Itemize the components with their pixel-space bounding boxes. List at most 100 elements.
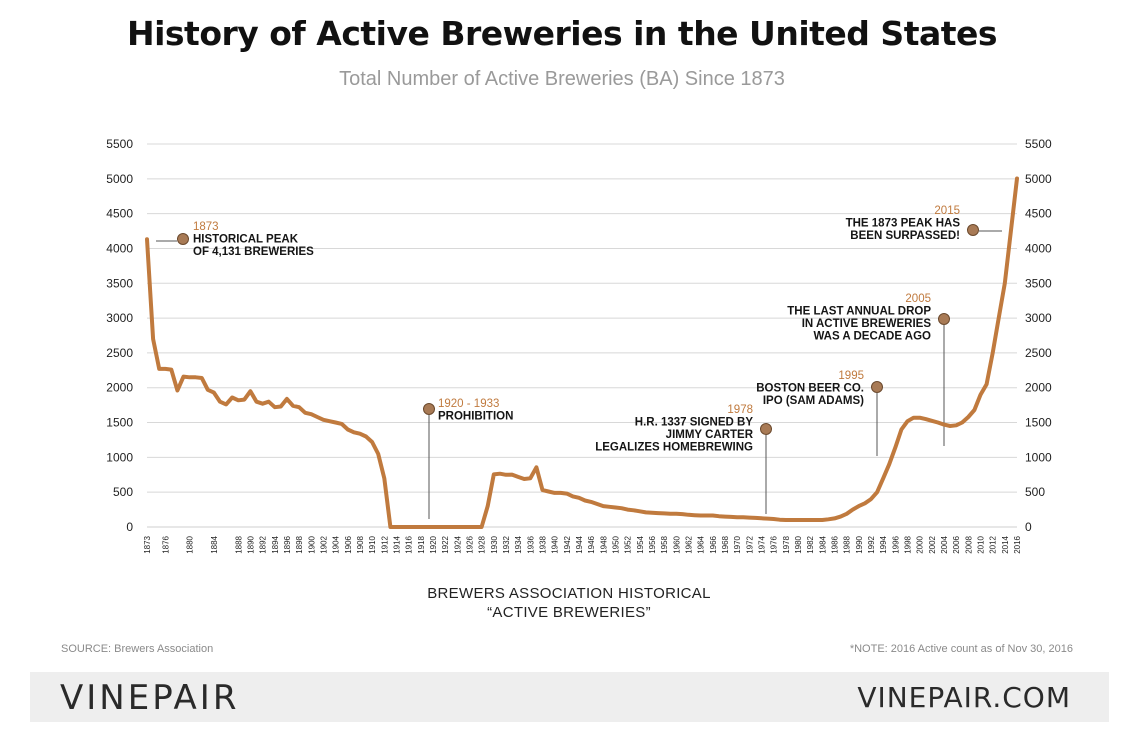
y-tick-right-2500: 2500: [1025, 346, 1052, 360]
annotation-text-2-1: JIMMY CARTER: [666, 429, 754, 441]
y-tick-right-5000: 5000: [1025, 172, 1052, 186]
x-tick-2012: 2012: [989, 535, 998, 553]
y-tick-left-5500: 5500: [106, 137, 133, 151]
x-tick-1982: 1982: [806, 535, 815, 553]
annotation-leader-lines: [156, 230, 1002, 519]
annotation-text-1-0: PROHIBITION: [438, 411, 513, 423]
y-tick-left-1000: 1000: [106, 450, 133, 464]
x-tick-1992: 1992: [867, 535, 876, 553]
x-tick-1930: 1930: [490, 535, 499, 553]
x-tick-1964: 1964: [697, 535, 706, 553]
footer-bar: VINEPAIR VINEPAIR.COM: [30, 672, 1109, 722]
chart-subtitle: Total Number of Active Breweries (BA) Si…: [339, 68, 785, 90]
x-tick-1980: 1980: [794, 535, 803, 553]
series-line-active-breweries: [145, 176, 1019, 529]
x-tick-2002: 2002: [928, 535, 937, 553]
x-tick-1920: 1920: [429, 535, 438, 553]
x-tick-1892: 1892: [259, 535, 268, 553]
y-tick-right-3000: 3000: [1025, 311, 1052, 325]
x-tick-2004: 2004: [940, 535, 949, 553]
annotation-year-3: 1995: [838, 370, 864, 382]
x-tick-1978: 1978: [782, 535, 791, 553]
y-tick-left-4000: 4000: [106, 241, 133, 255]
annotation-year-1: 1920 - 1933: [438, 398, 499, 410]
x-tick-1890: 1890: [246, 535, 255, 553]
y-tick-left-1500: 1500: [106, 416, 133, 430]
annotation-text-5-0: THE 1873 PEAK HAS: [846, 218, 961, 230]
line-chart: 0500100015002000250030003500400045005000…: [106, 137, 1052, 554]
x-tick-2006: 2006: [952, 535, 961, 553]
x-tick-1948: 1948: [599, 535, 608, 553]
x-tick-1994: 1994: [879, 535, 888, 553]
annotation-text-4-0: THE LAST ANNUAL DROP: [787, 306, 931, 318]
y-tick-right-1500: 1500: [1025, 416, 1052, 430]
x-tick-1928: 1928: [478, 535, 487, 553]
annotation-text-0-1: OF 4,131 BREWERIES: [193, 246, 314, 258]
source-note: SOURCE: Brewers Association: [61, 643, 214, 655]
x-tick-1888: 1888: [234, 535, 243, 553]
x-tick-1966: 1966: [709, 535, 718, 553]
annotation-marker-0: [177, 233, 189, 245]
chart-title: History of Active Breweries in the Unite…: [126, 14, 998, 53]
x-tick-1938: 1938: [538, 535, 547, 553]
x-tick-1954: 1954: [636, 535, 645, 553]
x-tick-1914: 1914: [392, 535, 401, 553]
x-tick-1984: 1984: [818, 535, 827, 553]
x-tick-1942: 1942: [563, 535, 572, 553]
x-axis-tick-labels: 1873 1876 1880 1884 1888 1890 1892 1894 1896 1898…: [143, 535, 1022, 553]
vinepair-logo: VINEPAIR: [60, 678, 240, 718]
annotation-year-2: 1978: [727, 404, 753, 416]
y-tick-left-2500: 2500: [106, 346, 133, 360]
x-tick-1940: 1940: [551, 535, 560, 553]
x-axis-caption-line-1: BREWERS ASSOCIATION HISTORICAL: [427, 585, 711, 602]
x-tick-1988: 1988: [843, 535, 852, 553]
x-tick-1936: 1936: [526, 535, 535, 553]
annotation-text-2-2: LEGALIZES HOMEBREWING: [595, 442, 753, 454]
x-tick-1944: 1944: [575, 535, 584, 553]
x-tick-1924: 1924: [453, 535, 462, 553]
x-tick-1912: 1912: [380, 535, 389, 553]
y-axis-left-labels: 0 500 1000 1500 2000 2500 3000 3500 4000 4500 5000…: [106, 137, 133, 534]
x-tick-1956: 1956: [648, 535, 657, 553]
x-tick-1960: 1960: [672, 535, 681, 553]
x-tick-1972: 1972: [745, 535, 754, 553]
x-tick-1896: 1896: [283, 535, 292, 553]
x-tick-1996: 1996: [891, 535, 900, 553]
x-tick-1910: 1910: [368, 535, 377, 553]
annotation-text-3-1: IPO (SAM ADAMS): [763, 395, 864, 407]
x-tick-2016: 2016: [1013, 535, 1022, 553]
x-tick-2000: 2000: [916, 535, 925, 553]
x-tick-1952: 1952: [624, 535, 633, 553]
annotation-text-0-0: HISTORICAL PEAK: [193, 234, 299, 246]
grid-lines: [147, 143, 1017, 528]
annotation-year-0: 1873: [193, 221, 219, 233]
x-tick-2014: 2014: [1001, 535, 1010, 553]
annotation-text-2-0: H.R. 1337 SIGNED BY: [635, 417, 754, 429]
y-tick-right-5500: 5500: [1025, 137, 1052, 151]
x-tick-1950: 1950: [611, 535, 620, 553]
y-tick-right-500: 500: [1025, 485, 1045, 499]
x-tick-1900: 1900: [307, 535, 316, 553]
x-tick-1990: 1990: [855, 535, 864, 553]
x-tick-1968: 1968: [721, 535, 730, 553]
x-tick-1962: 1962: [684, 535, 693, 553]
x-tick-1918: 1918: [417, 535, 426, 553]
y-tick-left-2000: 2000: [106, 381, 133, 395]
x-tick-1946: 1946: [587, 535, 596, 553]
x-tick-1976: 1976: [770, 535, 779, 553]
x-tick-1998: 1998: [903, 535, 912, 553]
x-tick-1958: 1958: [660, 535, 669, 553]
y-tick-left-3000: 3000: [106, 311, 133, 325]
x-tick-1986: 1986: [830, 535, 839, 553]
annotation-marker-3: [871, 381, 883, 393]
x-tick-1873: 1873: [143, 535, 152, 553]
y-tick-right-3500: 3500: [1025, 276, 1052, 290]
y-tick-right-4000: 4000: [1025, 241, 1052, 255]
annotation-marker-5: [967, 224, 979, 236]
annotation-text-4-2: WAS A DECADE AGO: [813, 331, 931, 343]
x-tick-2008: 2008: [964, 535, 973, 553]
y-tick-left-3500: 3500: [106, 276, 133, 290]
x-tick-1922: 1922: [441, 535, 450, 553]
x-tick-1926: 1926: [465, 535, 474, 553]
x-tick-1904: 1904: [332, 535, 341, 553]
